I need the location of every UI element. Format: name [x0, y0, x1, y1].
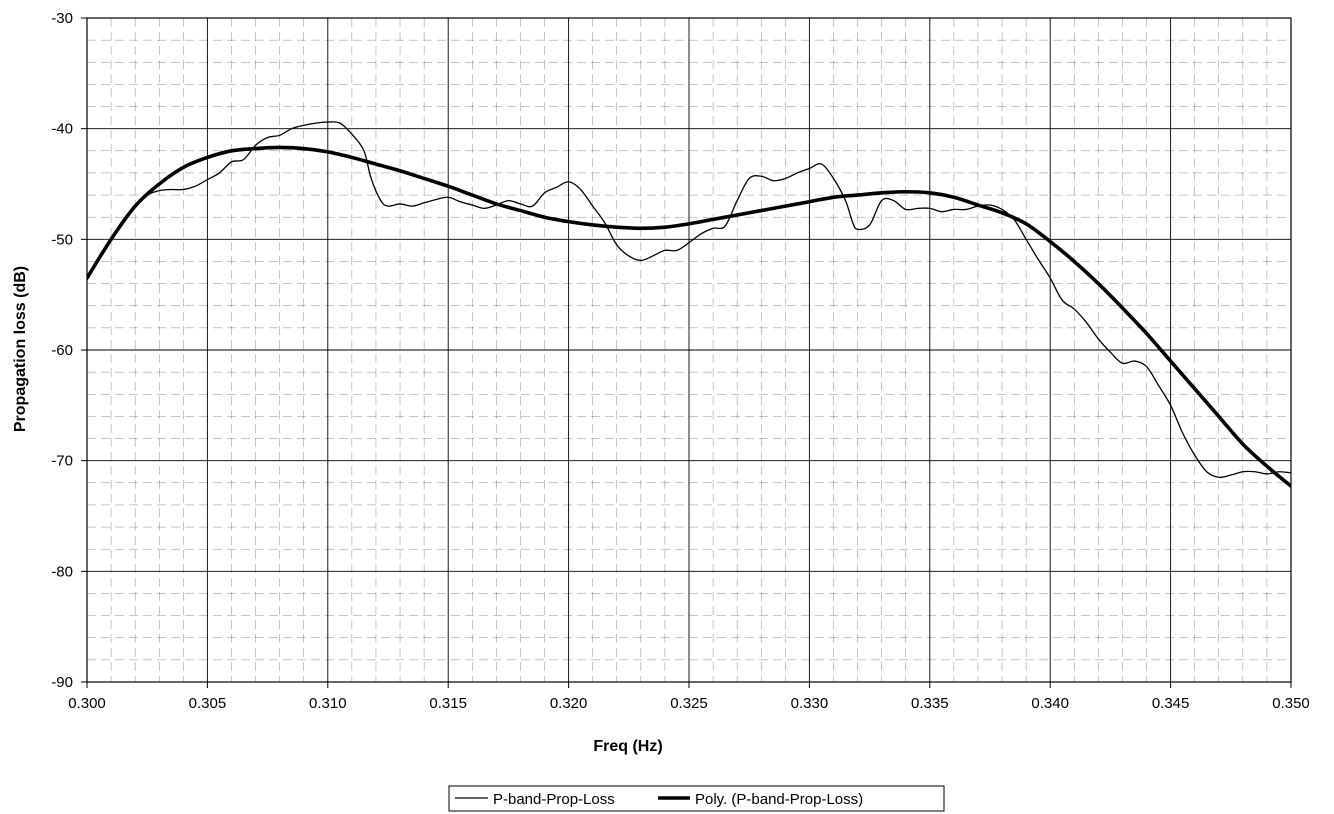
y-tick-label: -40	[51, 121, 73, 138]
x-tick-labels: 0.300 0.305 0.310 0.315 0.320 0.325 0.330 0.335…	[68, 682, 1310, 712]
y-tick-label: -30	[51, 10, 73, 27]
y-tick-label: -90	[51, 674, 73, 691]
x-tick-label: 0.300	[68, 695, 106, 712]
series-line-p-band-prop-loss	[87, 121, 1291, 479]
series-line-poly-trendline	[87, 145, 1291, 488]
x-tick-label: 0.320	[550, 695, 588, 712]
x-tick-label: 0.310	[309, 695, 347, 712]
y-tick-label: -50	[51, 231, 73, 248]
y-tick-label: -70	[51, 453, 73, 470]
y-tick-label: -60	[51, 342, 73, 359]
y-tick-label: -80	[51, 563, 73, 580]
x-tick-label: 0.330	[791, 695, 829, 712]
legend-label-poly: Poly. (P-band-Prop-Loss)	[695, 791, 863, 808]
y-tick-labels: -90 -80 -70 -60 -50 -40 -30	[51, 10, 87, 691]
x-tick-label: 0.325	[670, 695, 708, 712]
x-tick-label: 0.350	[1272, 695, 1310, 712]
series-layer	[87, 121, 1291, 488]
x-tick-label: 0.305	[189, 695, 227, 712]
legend-box	[448, 785, 945, 812]
x-tick-label: 0.315	[429, 695, 467, 712]
legend: P-band-Prop-Loss Poly. (P-band-Prop-Loss…	[448, 785, 945, 812]
x-axis-title: Freq (Hz)	[593, 738, 662, 755]
x-tick-label: 0.335	[911, 695, 949, 712]
legend-label-p-band: P-band-Prop-Loss	[493, 791, 615, 808]
y-axis-title: Propagation loss (dB)	[12, 266, 29, 432]
x-tick-label: 0.340	[1031, 695, 1069, 712]
x-tick-label: 0.345	[1152, 695, 1190, 712]
